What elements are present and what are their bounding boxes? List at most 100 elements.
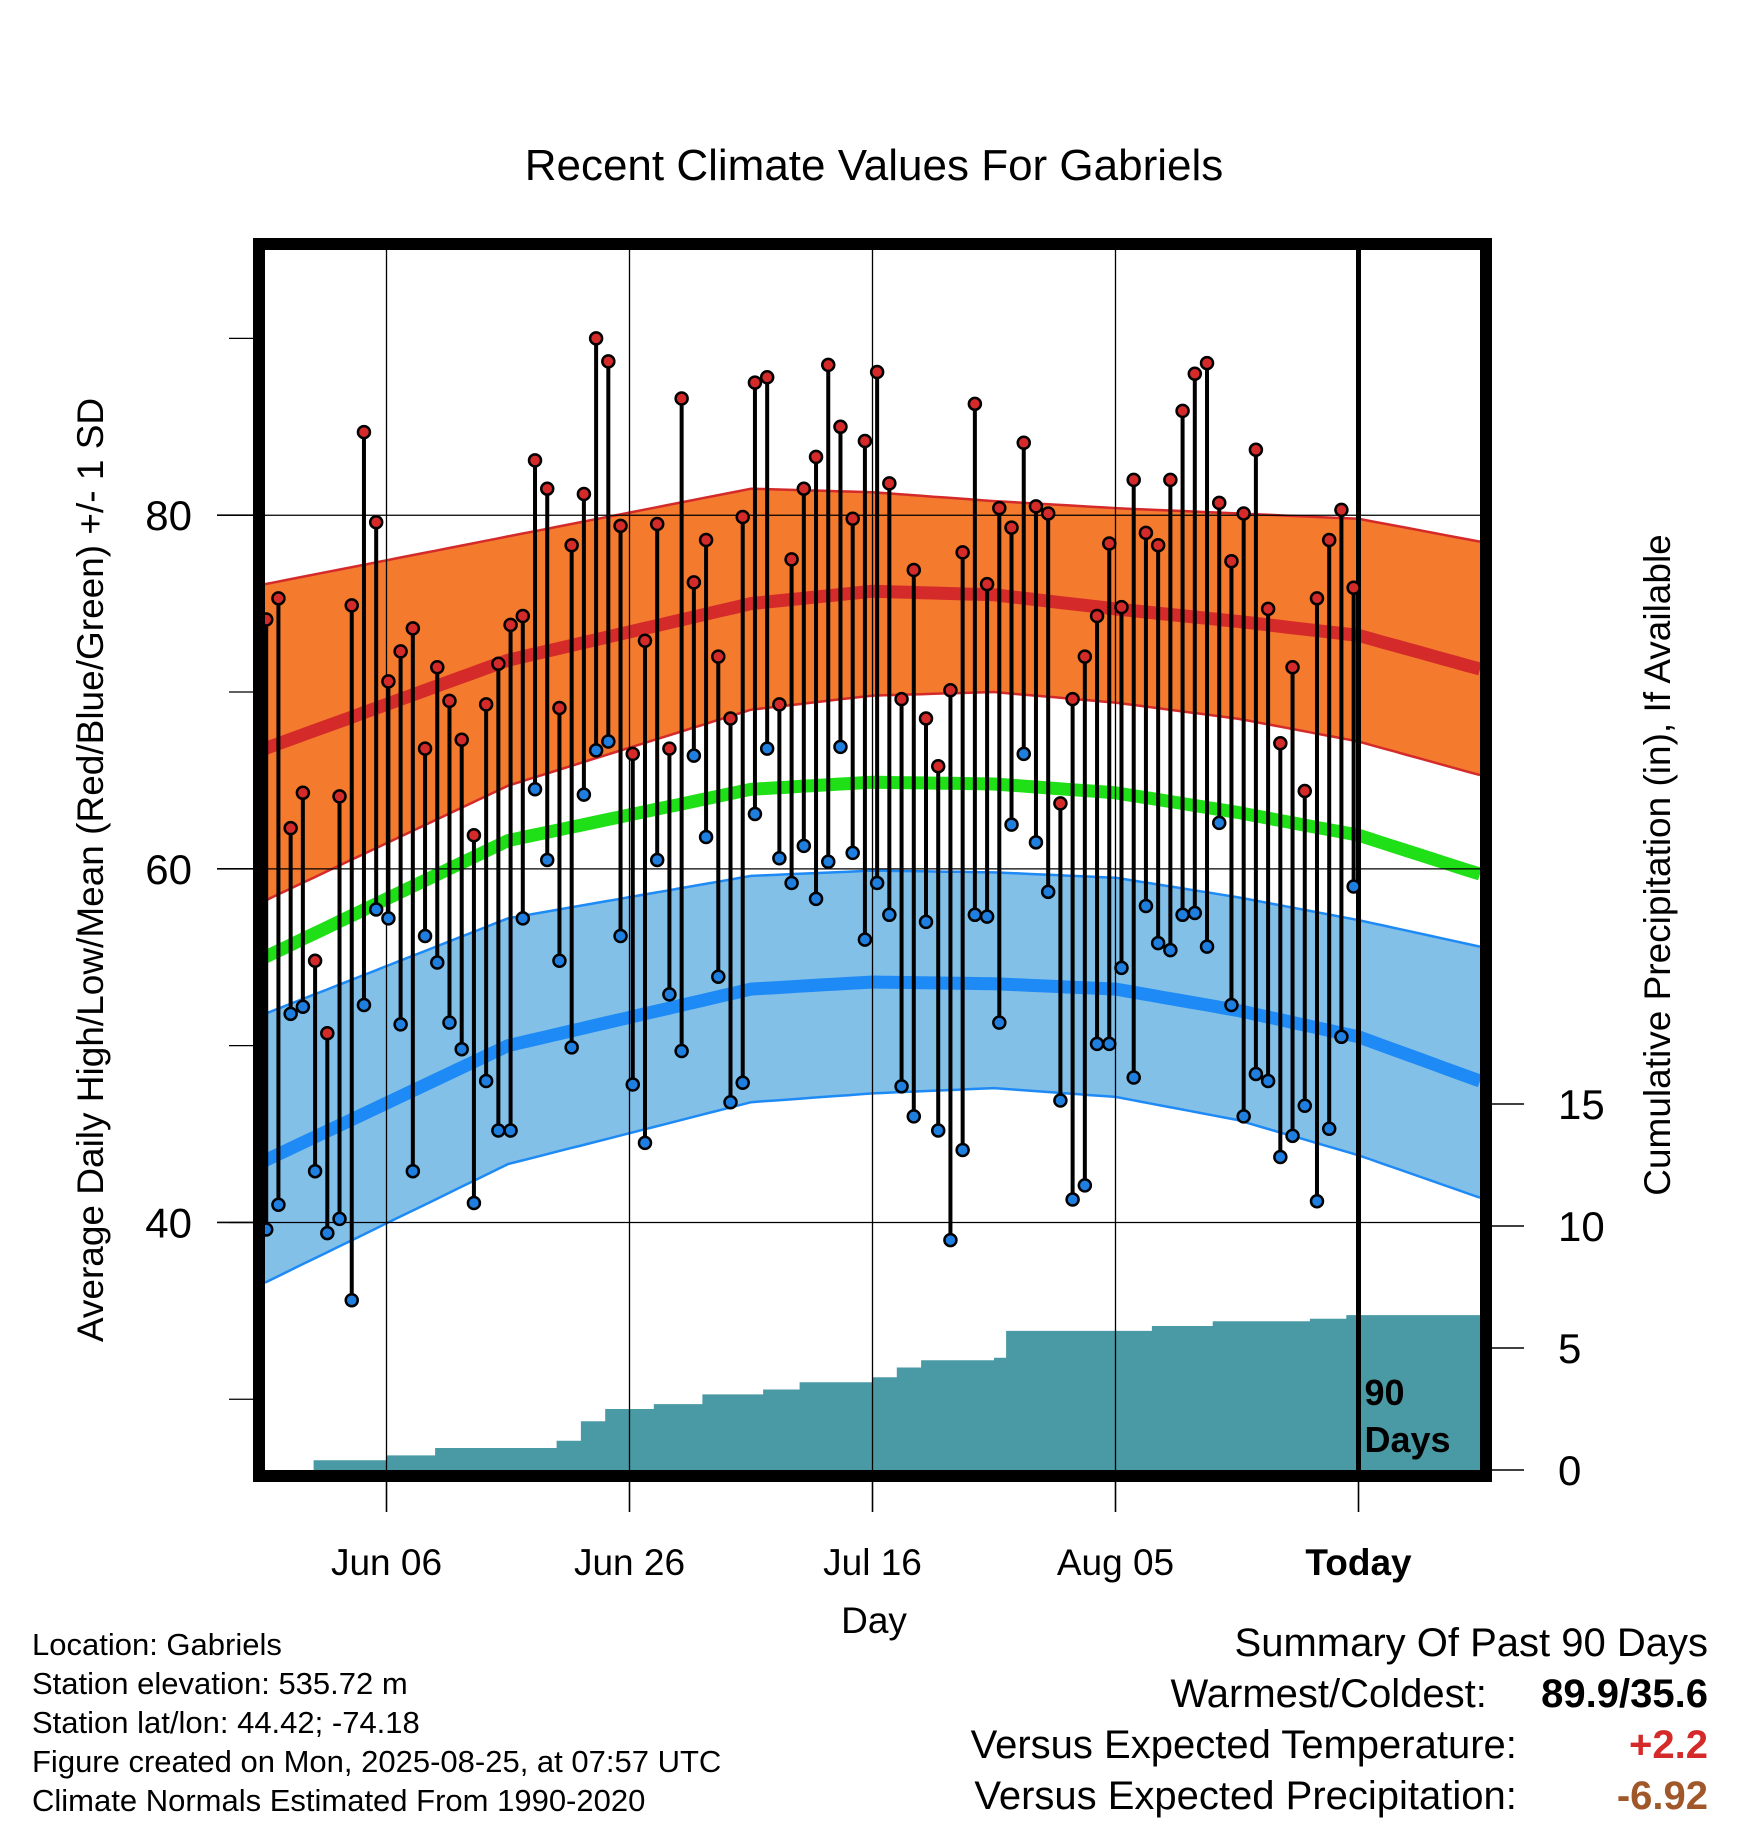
daily-high-point-7 bbox=[344, 598, 359, 613]
daily-low-point-76 bbox=[1187, 905, 1203, 921]
daily-low-point-53 bbox=[906, 1109, 922, 1124]
daily-high-point-56 bbox=[943, 683, 958, 698]
daily-low-point-5 bbox=[320, 1225, 335, 1241]
daily-high-point-74 bbox=[1163, 472, 1178, 488]
latlon-text: Station lat/lon: 44.42; -74.18 bbox=[32, 1705, 420, 1740]
daily-high-point-66 bbox=[1065, 691, 1080, 707]
daily-high-point-77 bbox=[1199, 355, 1215, 371]
daily-high-point-28 bbox=[601, 354, 616, 369]
daily-high-point-19 bbox=[491, 656, 506, 671]
created-text: Figure created on Mon, 2025-08-25, at 07… bbox=[32, 1744, 722, 1779]
daily-high-point-8 bbox=[356, 424, 372, 440]
daily-low-point-20 bbox=[503, 1123, 518, 1138]
daily-high-point-37 bbox=[711, 649, 726, 664]
daily-high-point-79 bbox=[1224, 553, 1239, 569]
temp-value: +2.2 bbox=[1629, 1723, 1708, 1767]
daily-low-point-44 bbox=[796, 838, 812, 854]
daily-high-point-23 bbox=[539, 481, 555, 496]
daily-low-point-68 bbox=[1089, 1036, 1105, 1052]
daily-low-point-54 bbox=[918, 914, 934, 930]
daily-high-point-20 bbox=[503, 617, 518, 633]
daily-high-point-69 bbox=[1102, 536, 1117, 551]
daily-low-point-26 bbox=[576, 787, 592, 802]
daily-high-point-57 bbox=[955, 545, 970, 560]
daily-low-point-81 bbox=[1248, 1066, 1264, 1082]
daily-high-point-46 bbox=[821, 357, 836, 373]
daily-high-point-13 bbox=[417, 741, 433, 756]
warm-cold-row: Warmest/Coldest: 89.9/35.6 bbox=[971, 1669, 1709, 1720]
x-tick-label-1: Jun 26 bbox=[574, 1542, 685, 1583]
daily-low-point-10 bbox=[381, 911, 396, 926]
daily-low-point-33 bbox=[662, 987, 677, 1002]
summary-panel: Summary Of Past 90 Days Warmest/Coldest:… bbox=[971, 1618, 1708, 1822]
daily-high-point-81 bbox=[1248, 442, 1264, 458]
station-info: Location: Gabriels Station elevation: 53… bbox=[32, 1625, 721, 1820]
daily-high-point-41 bbox=[759, 370, 775, 385]
precip-label: Versus Expected Precipitation: bbox=[974, 1774, 1517, 1818]
daily-low-point-9 bbox=[368, 902, 384, 917]
y-tick-label-2: 40 bbox=[145, 1199, 192, 1246]
temp-row: Versus Expected Temperature: +2.2 bbox=[971, 1720, 1708, 1771]
daily-high-point-62 bbox=[1016, 435, 1031, 450]
daily-low-point-1 bbox=[271, 1197, 286, 1213]
daily-low-point-4 bbox=[307, 1163, 323, 1179]
daily-high-point-60 bbox=[992, 500, 1007, 516]
daily-high-point-64 bbox=[1040, 506, 1056, 521]
warm-cold-value: 89.9/35.6 bbox=[1541, 1672, 1708, 1716]
daily-low-point-3 bbox=[295, 999, 311, 1015]
daily-markers bbox=[258, 331, 1361, 1308]
daily-low-point-52 bbox=[894, 1079, 909, 1094]
daily-high-point-49 bbox=[857, 433, 873, 449]
daily-low-point-41 bbox=[759, 741, 775, 756]
daily-low-point-61 bbox=[1004, 817, 1019, 832]
daily-high-point-50 bbox=[869, 364, 885, 380]
daily-low-point-38 bbox=[723, 1094, 738, 1110]
daily-low-point-29 bbox=[613, 928, 628, 944]
daily-low-point-66 bbox=[1065, 1192, 1080, 1207]
daily-high-point-55 bbox=[930, 759, 946, 774]
daily-high-point-78 bbox=[1211, 495, 1227, 511]
daily-low-point-14 bbox=[430, 955, 445, 970]
daily-low-point-74 bbox=[1163, 942, 1178, 958]
daily-high-point-9 bbox=[368, 515, 384, 530]
daily-high-point-59 bbox=[979, 576, 995, 592]
x-tick-label-4: Today bbox=[1305, 1542, 1412, 1583]
daily-high-point-67 bbox=[1077, 649, 1093, 664]
daily-low-point-60 bbox=[992, 1015, 1007, 1030]
daily-high-point-14 bbox=[430, 660, 445, 675]
daily-low-point-55 bbox=[930, 1123, 946, 1138]
y-axis-label: Average Daily High/Low/Mean (Red/Blue/Gr… bbox=[70, 398, 111, 1342]
x-tick-label-0: Jun 06 bbox=[331, 1542, 442, 1583]
x-tick-label-3: Aug 05 bbox=[1057, 1542, 1174, 1583]
daily-high-point-83 bbox=[1273, 736, 1288, 751]
daily-low-point-12 bbox=[405, 1163, 421, 1179]
daily-low-point-59 bbox=[979, 909, 995, 924]
daily-high-point-72 bbox=[1138, 525, 1154, 541]
daily-low-point-37 bbox=[711, 969, 726, 984]
daily-low-point-82 bbox=[1260, 1073, 1276, 1089]
daily-low-point-8 bbox=[356, 997, 372, 1013]
daily-high-point-63 bbox=[1028, 499, 1044, 514]
daily-low-point-88 bbox=[1334, 1029, 1349, 1045]
daily-high-point-44 bbox=[796, 481, 812, 496]
daily-high-point-68 bbox=[1089, 608, 1105, 624]
daily-low-point-75 bbox=[1175, 907, 1190, 923]
daily-high-point-85 bbox=[1297, 783, 1313, 799]
daily-low-point-42 bbox=[772, 850, 787, 866]
daily-low-point-6 bbox=[332, 1211, 347, 1227]
window-label-days: Days bbox=[1365, 1419, 1451, 1460]
daily-low-point-31 bbox=[637, 1135, 653, 1151]
warm-cold-label: Warmest/Coldest: bbox=[1170, 1672, 1487, 1716]
window-label-number: 90 bbox=[1365, 1372, 1405, 1413]
daily-high-point-1 bbox=[271, 591, 286, 606]
daily-low-point-67 bbox=[1077, 1178, 1093, 1193]
daily-low-point-27 bbox=[588, 743, 604, 758]
daily-high-point-3 bbox=[295, 785, 311, 801]
daily-low-point-79 bbox=[1224, 997, 1239, 1013]
daily-high-point-21 bbox=[515, 608, 531, 624]
daily-high-point-89 bbox=[1346, 580, 1361, 595]
daily-high-point-36 bbox=[698, 532, 714, 548]
daily-high-point-52 bbox=[894, 691, 909, 707]
daily-high-point-51 bbox=[882, 476, 897, 491]
